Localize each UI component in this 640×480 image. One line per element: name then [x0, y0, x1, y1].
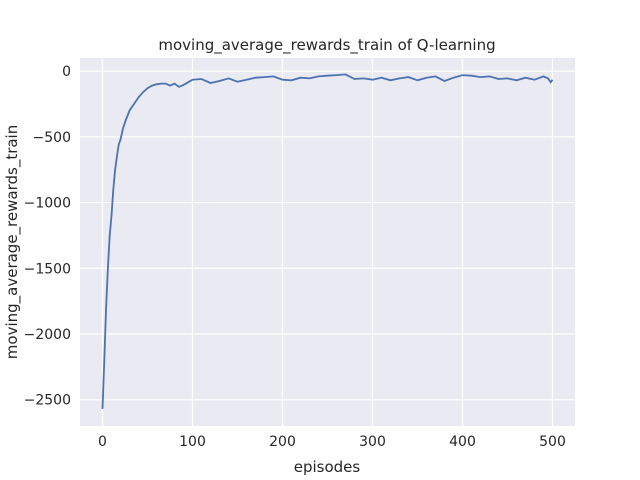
x-tick-label: 400 [449, 434, 476, 450]
grid [80, 58, 575, 426]
y-axis-label: moving_average_rewards_train [3, 125, 22, 359]
chart-title: moving_average_rewards_train of Q-learni… [158, 36, 495, 55]
x-axis-label: episodes [294, 458, 361, 476]
y-tick-label: 0 [62, 64, 71, 80]
y-tick-label: −1000 [24, 196, 71, 212]
plot-area [80, 58, 575, 426]
tick-labels: 0 100 200 300 400 500 0 −500 −1000 −1500 −2000 −250… [24, 64, 566, 450]
y-tick-label: −2000 [24, 327, 71, 343]
x-tick-label: 0 [98, 434, 107, 450]
x-tick-label: 200 [269, 434, 296, 450]
x-tick-label: 500 [539, 434, 566, 450]
series-line [101, 73, 554, 409]
x-tick-label: 100 [179, 434, 206, 450]
y-tick-label: −1500 [24, 261, 71, 277]
y-tick-label: −500 [33, 130, 71, 146]
x-tick-label: 300 [359, 434, 386, 450]
y-tick-label: −2500 [24, 393, 71, 409]
